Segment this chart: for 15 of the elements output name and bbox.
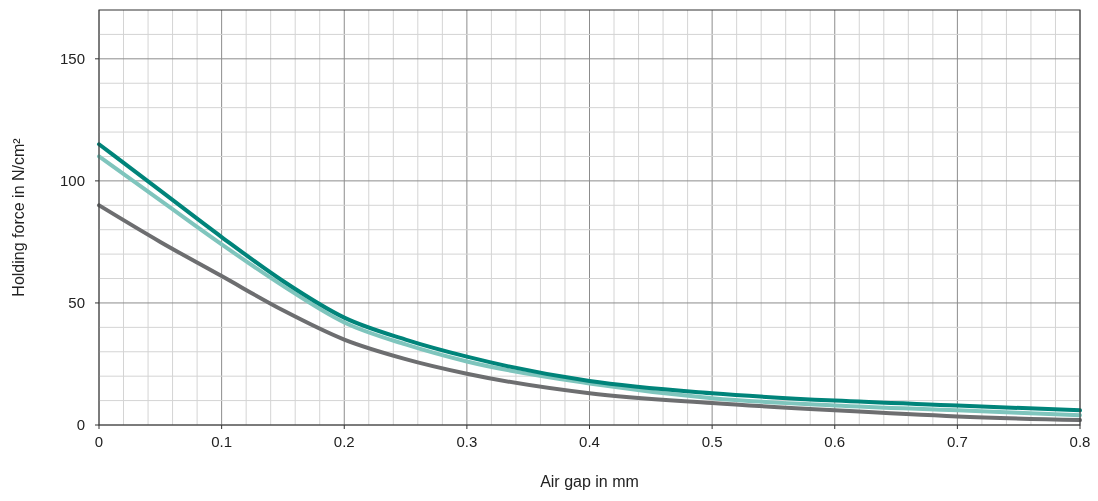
x-tick-label: 0.7 xyxy=(946,433,968,450)
x-tick-label: 0.8 xyxy=(1069,433,1091,450)
y-tick-label: 50 xyxy=(68,294,85,312)
x-tick-label: 0.5 xyxy=(701,433,723,450)
x-tick-label: 0.4 xyxy=(579,433,600,450)
y-tick-label: 150 xyxy=(59,50,85,68)
y-axis-title: Holding force in N/cm² xyxy=(10,137,27,297)
x-tick-label: 0.6 xyxy=(824,433,846,450)
x-tick-label: 0 xyxy=(94,433,104,450)
x-tick-label: 0.1 xyxy=(211,433,233,450)
x-tick-label: 0.2 xyxy=(333,433,355,450)
x-axis-title: Air gap in mm xyxy=(540,473,639,490)
x-tick-label: 0.3 xyxy=(456,433,478,450)
y-tick-label: 0 xyxy=(76,416,85,434)
y-tick-label: 100 xyxy=(59,172,85,190)
